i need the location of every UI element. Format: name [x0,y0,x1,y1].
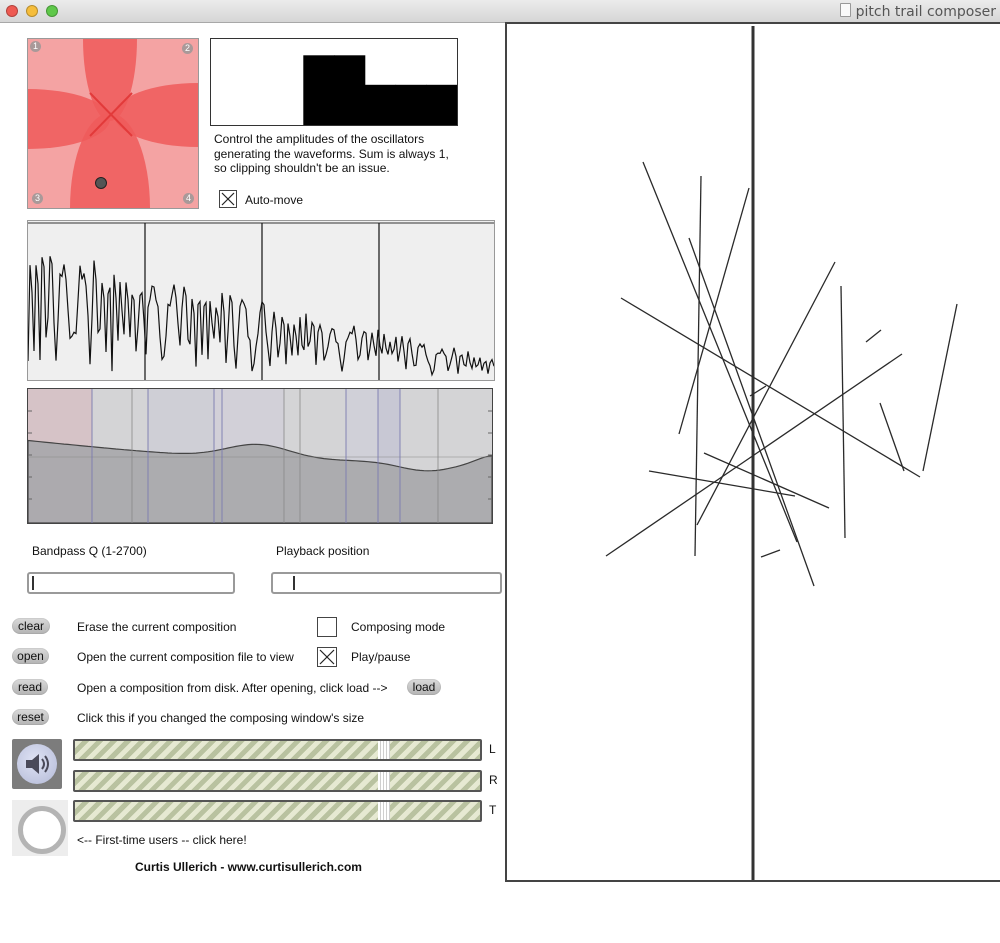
gain-slider-right[interactable] [73,770,482,792]
document-icon [839,3,851,17]
multislider-bar [334,55,366,125]
reset-button[interactable]: reset [12,709,49,725]
pitch-trail [879,402,905,472]
credit-text: Curtis Ullerich - www.curtisullerich.com [135,860,362,874]
pitch-trail [642,161,798,543]
read-description: Open a composition from disk. After open… [77,681,388,695]
gain-label-right: R [489,773,498,787]
pitch-trail [688,237,815,587]
pitch-trail [620,297,921,478]
pitch-trail [865,329,882,343]
composing-mode-checkbox[interactable] [317,617,337,637]
zoom-window-button[interactable] [46,5,58,17]
pitch-trail [840,285,846,539]
pitch-trail [678,187,750,435]
pitch-trail [605,353,903,557]
bandpass-q-field[interactable] [27,572,235,594]
window-title: pitch trail composer [839,3,996,20]
composing-canvas[interactable] [505,22,1000,882]
node-label-1: 1 [30,41,41,52]
composing-mode-label: Composing mode [351,620,446,634]
clear-button[interactable]: clear [12,618,50,634]
automove-checkbox[interactable] [219,190,237,208]
node-label-2: 2 [182,43,193,54]
node-label-4: 4 [183,193,194,204]
pitch-trail [922,303,958,472]
multislider-bar [303,55,335,125]
pitch-trail [696,261,836,526]
gain-slider-left[interactable] [73,739,482,761]
gain-label-left: L [489,742,496,756]
clear-description: Erase the current composition [77,620,237,634]
gain-label-total: T [489,803,497,817]
gain-slider-left-thumb[interactable] [378,741,390,759]
filter-graph[interactable] [27,388,493,524]
open-description: Open the current composition file to vie… [77,650,294,664]
help-ring-icon [18,806,66,854]
first-time-hint: <-- First-time users -- click here! [77,833,247,847]
pitch-trail [648,470,796,497]
multislider-bar [395,84,427,125]
bandpass-q-cursor [32,576,34,590]
amplitude-multislider[interactable] [210,38,458,126]
audio-on-button[interactable] [12,739,62,789]
playback-position-cursor [293,576,295,590]
close-window-button[interactable] [6,5,18,17]
gain-slider-right-thumb[interactable] [378,772,390,790]
playback-position-label: Playback position [276,544,370,558]
minimize-window-button[interactable] [26,5,38,17]
node-label-3: 3 [32,193,43,204]
gain-slider-total[interactable] [73,800,482,822]
multislider-bar [426,84,457,125]
gain-slider-total-thumb[interactable] [378,802,390,820]
play-pause-checkbox[interactable] [317,647,337,667]
read-button[interactable]: read [12,679,48,695]
pitch-trail [760,549,781,558]
pitch-trail [703,452,830,509]
open-button[interactable]: open [12,648,49,664]
reset-description: Click this if you changed the composing … [77,711,365,725]
pitch-trail [749,385,767,397]
play-pause-label: Play/pause [351,650,411,664]
waveform-display[interactable] [27,220,495,381]
bandpass-q-label: Bandpass Q (1-2700) [32,544,147,558]
amplitude-description: Control the amplitudes of the oscillator… [214,132,449,175]
automove-label: Auto-move [245,193,304,207]
speaker-icon [17,744,57,784]
title-bar: pitch trail composer [0,0,1000,23]
oscillator-node-pad[interactable]: 1 2 3 4 [27,38,199,209]
multislider-bar [364,84,397,125]
node-position-knob[interactable] [95,177,107,189]
first-time-help-button[interactable] [12,800,68,856]
playback-position-field[interactable] [271,572,502,594]
load-button[interactable]: load [407,679,441,695]
